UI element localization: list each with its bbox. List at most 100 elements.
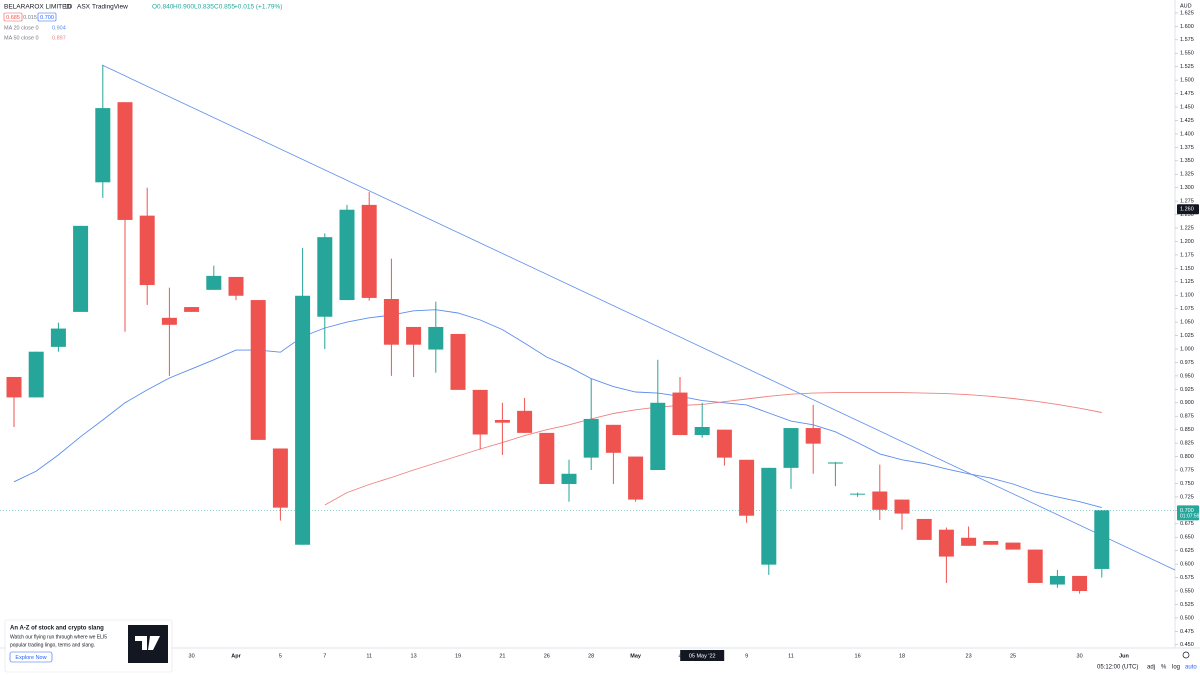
candle-body xyxy=(494,419,510,423)
candle-body xyxy=(161,317,177,325)
candle-body xyxy=(28,351,44,398)
y-tick-label: 1.125 xyxy=(1180,279,1194,285)
candle-body xyxy=(228,276,244,296)
candle-body xyxy=(650,402,666,471)
x-tick-label: 28 xyxy=(588,653,594,659)
y-tick-label: 1.575 xyxy=(1180,37,1194,43)
ad-body: popular trading lingo, terms and slang. xyxy=(10,642,95,648)
candle-body xyxy=(938,529,954,557)
y-tick-label: 1.150 xyxy=(1180,266,1194,272)
y-tick-label: 0.600 xyxy=(1180,562,1194,568)
y-tick-label: 1.200 xyxy=(1180,239,1194,245)
crosshair-label-bg xyxy=(680,650,725,661)
x-tick-label: 19 xyxy=(455,653,461,659)
candle-body xyxy=(1049,575,1065,585)
candle-body xyxy=(561,473,577,484)
ask-box[interactable] xyxy=(37,12,57,22)
y-tick-label: 0.900 xyxy=(1180,400,1194,406)
footer-button[interactable]: auto xyxy=(1185,665,1197,671)
x-tick-label: May xyxy=(630,653,642,659)
bid-box[interactable] xyxy=(3,12,23,22)
candle-body xyxy=(961,537,977,546)
x-tick-label: 11 xyxy=(366,653,372,659)
candle-body xyxy=(1005,542,1021,550)
y-tick-label: 0.625 xyxy=(1180,548,1194,554)
candle-body xyxy=(539,432,555,484)
price-label-bg xyxy=(1177,505,1199,521)
ad-card: An A-Z of stock and crypto slang Watch o… xyxy=(4,619,173,673)
x-tick-label: 9 xyxy=(745,653,748,659)
ad-button[interactable] xyxy=(9,651,53,663)
footer-button[interactable]: log xyxy=(1172,665,1180,671)
footer-button[interactable]: % xyxy=(1161,665,1167,671)
y-tick-label: 0.750 xyxy=(1180,481,1194,487)
x-tick-label: 26 xyxy=(544,653,550,659)
clock: 05:12:00 (UTC) xyxy=(1097,665,1138,671)
y-tick-label: 0.975 xyxy=(1180,360,1194,366)
candle-body xyxy=(317,237,333,317)
y-tick-label: 1.025 xyxy=(1180,333,1194,339)
y-tick-label: 1.450 xyxy=(1180,104,1194,110)
x-tick-label: 30 xyxy=(1077,653,1083,659)
y-tick-label: 1.375 xyxy=(1180,145,1194,151)
ohlc-legend: O0.840 H0.900 L0.835 C0.855 +0.015 (+1.79%) xyxy=(152,4,282,11)
candle-body xyxy=(783,428,799,468)
spread: 0.015 xyxy=(23,15,37,21)
x-tick-label: 23 xyxy=(966,653,972,659)
ohlc-value: +0.015 (+1.79%) xyxy=(234,4,282,11)
candle-body xyxy=(339,209,355,301)
exchange: ASX xyxy=(77,4,91,11)
y-tick-label: 0.450 xyxy=(1180,642,1194,648)
ma-line xyxy=(13,309,1102,509)
candle-body xyxy=(184,307,200,312)
price-label-bg xyxy=(1177,204,1199,215)
bid: 0.685 xyxy=(6,15,20,21)
symbol: BELARAROX LIMITED xyxy=(4,4,71,11)
candle-body xyxy=(472,389,488,435)
crosshair-label: 05 May '22 xyxy=(689,653,716,659)
candle-body xyxy=(1094,510,1110,569)
y-tick-label: 1.425 xyxy=(1180,118,1194,124)
settings-icon[interactable] xyxy=(1182,651,1190,659)
x-tick-label: Apr xyxy=(231,653,241,659)
candle-body xyxy=(672,392,688,436)
plot xyxy=(0,65,1175,594)
y-tick-label: 1.250 xyxy=(1180,212,1194,218)
y-tick-label: 1.325 xyxy=(1180,172,1194,178)
ad-body: Watch our flying run through where we EL… xyxy=(10,634,107,640)
y-tick-label: 0.525 xyxy=(1180,602,1194,608)
candle-body xyxy=(827,462,843,464)
y-tick-label: 1.400 xyxy=(1180,131,1194,137)
y-tick-label: 1.475 xyxy=(1180,91,1194,97)
ask: 0.700 xyxy=(40,15,54,21)
x-tick-label: 11 xyxy=(788,653,794,659)
y-tick-label: 0.725 xyxy=(1180,494,1194,500)
y-tick-label: 0.650 xyxy=(1180,535,1194,541)
candle-body xyxy=(73,225,89,312)
footer-buttons: adj% log auto xyxy=(1147,665,1197,671)
y-tick-label: 0.925 xyxy=(1180,387,1194,393)
y-tick-label: 1.100 xyxy=(1180,293,1194,299)
candle-body xyxy=(383,298,399,345)
x-tick-label: 21 xyxy=(499,653,505,659)
y-tick-label: 1.275 xyxy=(1180,199,1194,205)
y-tick-label: 1.225 xyxy=(1180,225,1194,231)
footer-button[interactable]: adj xyxy=(1147,665,1155,671)
candle-body xyxy=(517,410,533,433)
ad-close[interactable] xyxy=(160,624,166,630)
trend-line xyxy=(101,64,1176,571)
ad-logo xyxy=(128,625,168,663)
x-tick-label: 16 xyxy=(855,653,861,659)
candle-body xyxy=(694,426,710,436)
candle-body xyxy=(716,429,732,458)
y-tick-label: 0.550 xyxy=(1180,588,1194,594)
y-tick-label: 0.875 xyxy=(1180,414,1194,420)
y-tick-label: 0.850 xyxy=(1180,427,1194,433)
ohlc-value: L0.835 xyxy=(194,4,214,11)
x-tick-label: Jun xyxy=(1119,653,1129,659)
candle-body xyxy=(450,333,466,390)
ad-logo-mark xyxy=(135,636,160,650)
y-tick-label: 1.050 xyxy=(1180,320,1194,326)
